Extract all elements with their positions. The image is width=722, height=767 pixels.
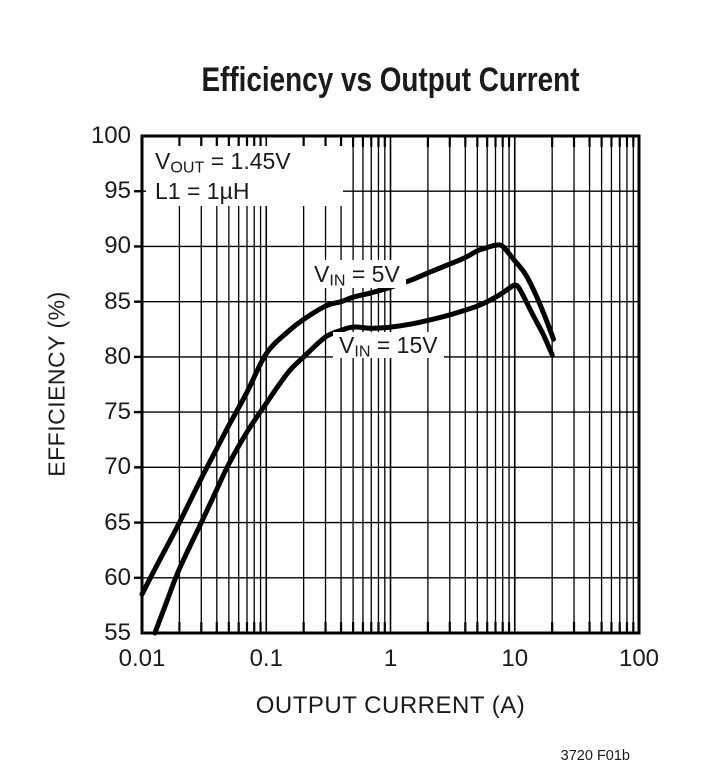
y-tick-label: 85 (104, 287, 131, 315)
curve-vin-5v (139, 242, 556, 597)
x-tick-label: 0.1 (249, 645, 283, 672)
plot-frame (140, 134, 641, 635)
series-label-vin-15v: VIN = 15V (333, 332, 444, 361)
annotation-vout: VOUT = 1.45V (155, 148, 291, 177)
x-tick-label: 100 (618, 645, 660, 672)
y-tick-label: 60 (104, 563, 131, 591)
plot-area (134, 134, 641, 636)
y-tick-label: 70 (104, 453, 131, 481)
series-label-vin-5v: VIN = 5V (308, 260, 406, 290)
conditions-annotation: VOUT = 1.45V L1 = 1µH (146, 146, 343, 206)
y-tick-label: 90 (104, 232, 131, 260)
annotation-inductor: L1 = 1µH (155, 178, 250, 204)
y-tick-label: 75 (104, 398, 131, 426)
x-tick-label: 10 (501, 645, 529, 672)
figure-reference-code: 3720 F01b (560, 748, 630, 764)
y-tick-label: 95 (104, 177, 131, 205)
y-axis-title: EFFICIENCY (%) (43, 291, 70, 477)
y-tick-label: 100 (90, 122, 131, 149)
y-tick-label: 80 (104, 342, 131, 370)
y-tick-label: 65 (104, 508, 131, 536)
y-tick-label: 55 (104, 619, 131, 646)
curve-vin-15v (152, 282, 555, 636)
x-tick-label: 1 (383, 645, 398, 672)
x-axis-title: OUTPUT CURRENT (A) (255, 692, 526, 719)
chart-title: Efficiency vs Output Current (201, 61, 580, 99)
x-tick-label: 0.01 (118, 645, 166, 672)
